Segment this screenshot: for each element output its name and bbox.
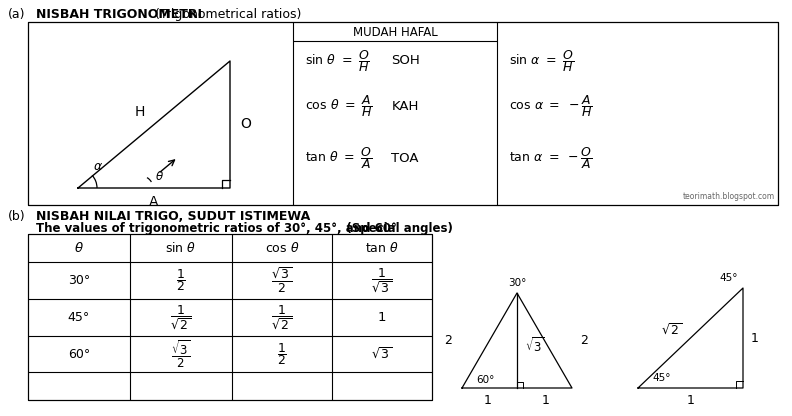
- Text: $\sqrt{3}$: $\sqrt{3}$: [525, 336, 544, 355]
- Text: MUDAH HAFAL: MUDAH HAFAL: [352, 27, 437, 40]
- Text: NISBAH NILAI TRIGO, SUDUT ISTIMEWA: NISBAH NILAI TRIGO, SUDUT ISTIMEWA: [36, 210, 310, 223]
- Text: NISBAH TRIGONOMETRI: NISBAH TRIGONOMETRI: [36, 8, 202, 21]
- Text: 1: 1: [687, 394, 695, 406]
- Text: $\alpha$: $\alpha$: [93, 159, 103, 173]
- Text: $\tan\,\theta\ =\ \dfrac{O}{A}$: $\tan\,\theta\ =\ \dfrac{O}{A}$: [305, 145, 372, 171]
- Text: 60°: 60°: [68, 347, 90, 361]
- Text: 1: 1: [542, 394, 550, 406]
- Text: $1$: $1$: [377, 311, 386, 324]
- Text: 45°: 45°: [652, 373, 671, 383]
- Text: $\cos\,\theta\ =\ \dfrac{A}{H}$: $\cos\,\theta\ =\ \dfrac{A}{H}$: [305, 93, 372, 119]
- Text: H: H: [135, 106, 145, 119]
- Text: 30°: 30°: [508, 278, 526, 288]
- Text: 2: 2: [580, 334, 588, 347]
- Text: $\dfrac{1}{\sqrt{3}}$: $\dfrac{1}{\sqrt{3}}$: [371, 267, 393, 295]
- Text: (a): (a): [8, 8, 25, 21]
- Text: 2: 2: [444, 334, 452, 347]
- Text: $\dfrac{1}{2}$: $\dfrac{1}{2}$: [176, 267, 186, 293]
- Text: A: A: [149, 195, 158, 209]
- Text: SOH: SOH: [390, 54, 420, 67]
- Text: $\sin\,\alpha\ =\ \dfrac{O}{H}$: $\sin\,\alpha\ =\ \dfrac{O}{H}$: [509, 48, 574, 74]
- Text: $\dfrac{\sqrt{3}}{2}$: $\dfrac{\sqrt{3}}{2}$: [272, 266, 292, 295]
- Text: $\cos\,\alpha\ =\ -\dfrac{A}{H}$: $\cos\,\alpha\ =\ -\dfrac{A}{H}$: [509, 93, 592, 119]
- Text: $\dfrac{1}{\sqrt{2}}$: $\dfrac{1}{\sqrt{2}}$: [272, 303, 292, 332]
- Text: $\dfrac{1}{2}$: $\dfrac{1}{2}$: [277, 341, 287, 367]
- Text: 45°: 45°: [68, 311, 90, 324]
- Text: $\cos\,\theta$: $\cos\,\theta$: [265, 241, 299, 255]
- Text: KAH: KAH: [391, 99, 419, 112]
- Text: $\theta$: $\theta$: [155, 169, 164, 183]
- Text: teorimath.blogspot.com: teorimath.blogspot.com: [683, 192, 775, 201]
- Text: TOA: TOA: [391, 151, 419, 164]
- Text: The values of trigonometric ratios of 30°, 45°, and 60°: The values of trigonometric ratios of 30…: [36, 222, 397, 235]
- Text: $\dfrac{1}{\sqrt{2}}$: $\dfrac{1}{\sqrt{2}}$: [170, 303, 192, 332]
- Text: $\sin\,\theta\ =\ \dfrac{O}{H}$: $\sin\,\theta\ =\ \dfrac{O}{H}$: [305, 48, 370, 74]
- Text: 1: 1: [484, 394, 492, 406]
- Text: O: O: [240, 117, 251, 131]
- Text: $\theta$: $\theta$: [74, 241, 84, 255]
- Text: (b): (b): [8, 210, 25, 223]
- Text: (Special angles): (Special angles): [334, 222, 453, 235]
- Text: 1: 1: [751, 332, 759, 344]
- Text: $\sqrt{2}$: $\sqrt{2}$: [661, 322, 683, 337]
- Text: 30°: 30°: [68, 274, 90, 287]
- Text: $\sin\,\theta$: $\sin\,\theta$: [166, 241, 196, 255]
- Text: $\sqrt{3}$: $\sqrt{3}$: [371, 347, 393, 362]
- Text: $\tan\,\theta$: $\tan\,\theta$: [365, 241, 399, 255]
- Text: (Trigonometrical ratios): (Trigonometrical ratios): [151, 8, 302, 21]
- Text: $\dfrac{\sqrt{3}}{2}$: $\dfrac{\sqrt{3}}{2}$: [171, 338, 191, 370]
- Text: 45°: 45°: [719, 273, 738, 283]
- Text: 60°: 60°: [476, 375, 494, 385]
- Text: $\tan\,\alpha\ =\ -\dfrac{O}{A}$: $\tan\,\alpha\ =\ -\dfrac{O}{A}$: [509, 145, 592, 171]
